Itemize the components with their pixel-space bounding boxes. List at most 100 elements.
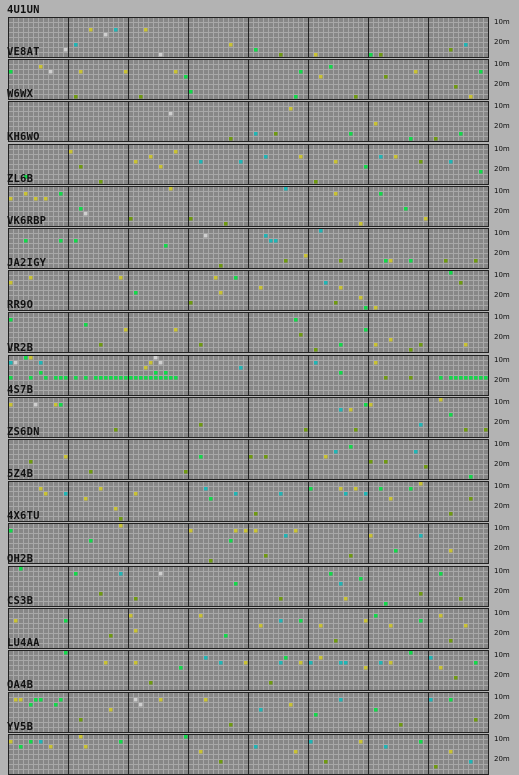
spot-cell <box>103 660 108 665</box>
spot-cell <box>8 196 13 201</box>
spot-cell <box>453 675 458 680</box>
band-label-10m: 10m <box>494 482 510 491</box>
spot-cell <box>383 744 388 749</box>
station-row: JA2IGY 10m 20m <box>0 257 519 312</box>
band-label-10m: 10m <box>494 313 510 322</box>
spot-cell <box>188 300 193 305</box>
spot-cell <box>163 375 168 380</box>
spot-cell <box>73 571 78 576</box>
spot-cell <box>323 454 328 459</box>
spot-cell <box>348 553 353 558</box>
spot-cell <box>263 233 268 238</box>
spot-cell <box>63 47 68 52</box>
band-label-10m: 10m <box>494 102 510 111</box>
spot-cell <box>423 464 428 469</box>
spot-cell <box>438 397 443 402</box>
spot-cell <box>113 375 118 380</box>
spot-cell <box>233 528 238 533</box>
spot-cell <box>228 722 233 727</box>
spot-cell <box>383 459 388 464</box>
spot-cell <box>318 655 323 660</box>
spot-cell <box>468 474 473 479</box>
spot-cell <box>463 42 468 47</box>
band-label-20m: 20m <box>494 249 510 257</box>
spot-cell <box>473 375 478 380</box>
spot-cell <box>8 402 13 407</box>
spot-cell <box>103 375 108 380</box>
spot-cell <box>338 370 343 375</box>
spot-cell <box>468 496 473 501</box>
spot-cell <box>308 739 313 744</box>
spot-cell <box>373 121 378 126</box>
spot-cell <box>478 375 483 380</box>
station-callsign: YV5B <box>7 721 34 734</box>
station-callsign: JA2IGY <box>7 257 47 270</box>
station-callsign: LU4AA <box>7 637 40 649</box>
station-callsign: 4S7B <box>7 383 34 396</box>
spot-cell <box>78 206 83 211</box>
spot-cell <box>358 739 363 744</box>
spot-cell <box>448 159 453 164</box>
spot-cell <box>83 211 88 216</box>
spot-cell <box>223 221 228 226</box>
spot-cell <box>233 275 238 280</box>
spot-cell <box>53 702 58 707</box>
station-row: RR9O 10m 20m <box>0 299 519 354</box>
spot-cell <box>43 375 48 380</box>
spot-cell <box>408 258 413 263</box>
spot-cell <box>268 238 273 243</box>
spot-cell <box>378 191 383 196</box>
spot-cell <box>18 566 23 571</box>
spot-cell <box>228 42 233 47</box>
spot-cell <box>323 280 328 285</box>
spot-cell <box>253 511 258 516</box>
spot-cell <box>23 355 28 360</box>
spot-cell <box>438 375 443 380</box>
spot-cell <box>58 375 63 380</box>
station-row: 5Z4B 10m 20m <box>0 468 519 523</box>
spot-cell <box>338 660 343 665</box>
activity-grid <box>8 228 489 269</box>
spot-cell <box>58 238 63 243</box>
spot-cell <box>183 734 188 739</box>
band-label-10m: 10m <box>494 651 510 659</box>
activity-grid <box>8 692 489 734</box>
spot-cell <box>133 596 138 601</box>
spot-cell <box>423 216 428 221</box>
spot-cell <box>53 375 58 380</box>
spot-cell <box>418 342 423 347</box>
band-label-20m: 20m <box>494 628 510 637</box>
spot-cell <box>23 174 28 179</box>
spot-cell <box>263 553 268 558</box>
spot-cell <box>278 52 283 57</box>
spot-cell <box>158 164 163 169</box>
band-label-10m: 10m <box>494 397 510 406</box>
spot-cell <box>118 523 123 528</box>
spot-cell <box>123 327 128 332</box>
grid-border <box>8 17 489 58</box>
spot-cell <box>38 697 43 702</box>
spot-cell <box>118 739 123 744</box>
spot-cell <box>203 233 208 238</box>
activity-grid <box>8 523 489 565</box>
spot-cell <box>348 407 353 412</box>
spot-cell <box>453 375 458 380</box>
spot-cell <box>38 486 43 491</box>
spot-cell <box>223 633 228 638</box>
spot-cell <box>148 680 153 685</box>
station-callsign: 4X6TU <box>7 510 40 523</box>
station-callsign: OH2B <box>7 552 34 565</box>
spot-cell <box>278 491 283 496</box>
band-label-20m: 20m <box>494 206 510 215</box>
spot-cell <box>133 697 138 702</box>
spot-cell <box>338 697 343 702</box>
activity-grid <box>8 396 489 438</box>
spot-cell <box>58 402 63 407</box>
spot-cell <box>463 375 468 380</box>
spot-cell <box>363 327 368 332</box>
spot-cell <box>28 739 33 744</box>
activity-grid <box>8 59 489 101</box>
spot-cell <box>183 469 188 474</box>
spot-cell <box>138 94 143 99</box>
